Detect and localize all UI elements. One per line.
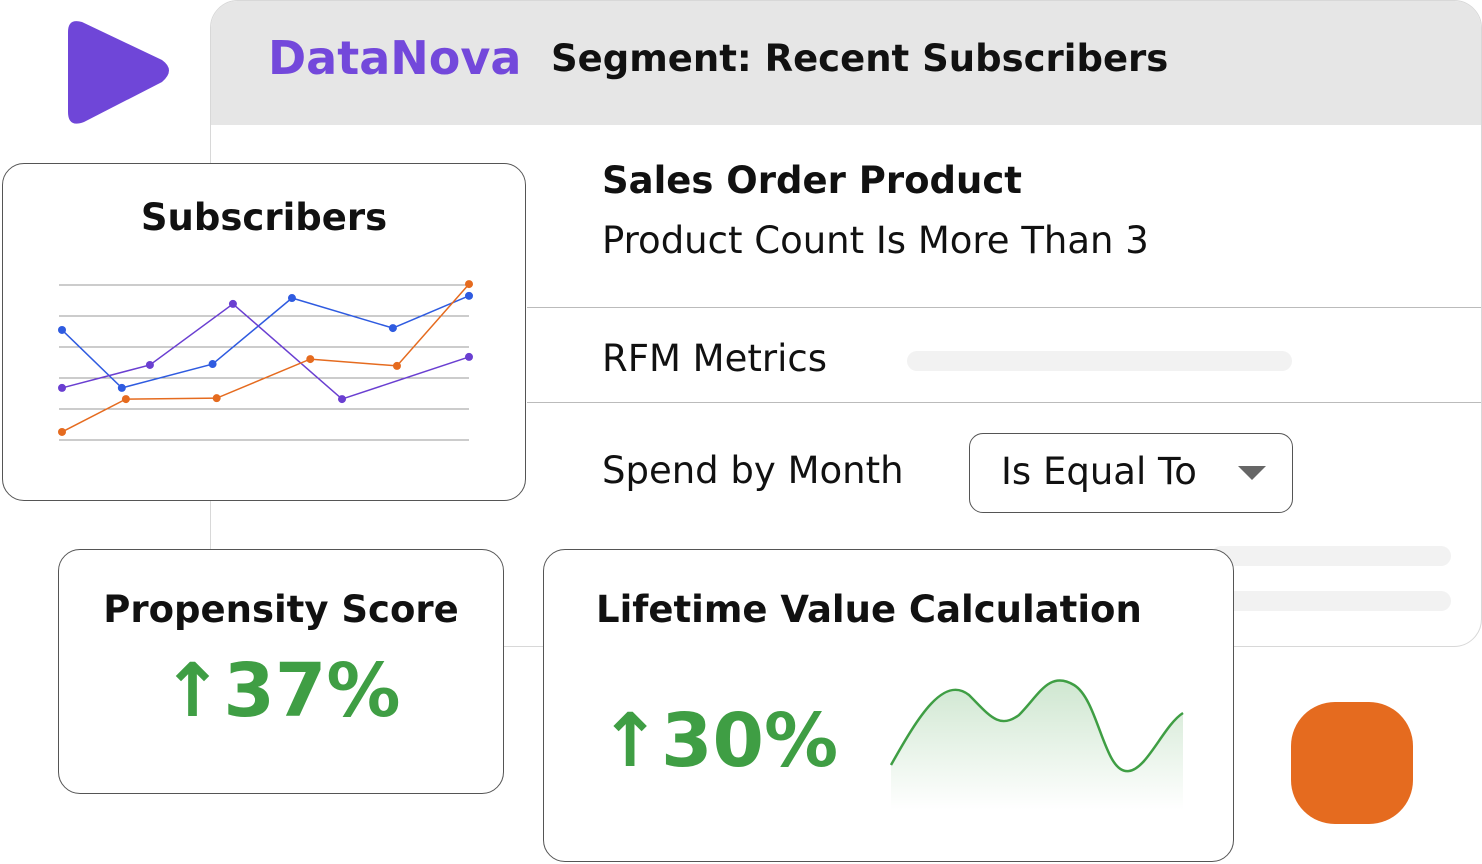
data-point — [338, 395, 347, 404]
placeholder-bar — [1211, 591, 1451, 611]
condition-label: Spend by Month — [602, 449, 904, 492]
propensity-card: Propensity Score ↑37% — [58, 549, 504, 794]
placeholder-bar — [907, 351, 1292, 371]
card-title: Subscribers — [140, 196, 388, 239]
condition-title: Sales Order Product — [602, 159, 1022, 202]
metric-value: ↑37% — [161, 648, 401, 734]
data-point — [465, 291, 473, 300]
data-point — [58, 325, 66, 334]
data-point — [465, 352, 473, 361]
metric-value: ↑30% — [599, 698, 839, 784]
condition-label: RFM Metrics — [602, 337, 827, 380]
data-point — [208, 360, 217, 369]
data-point — [388, 324, 397, 333]
placeholder-bar — [1211, 546, 1451, 566]
data-point — [58, 383, 66, 392]
segment-panel: DataNova Segment: Recent Subscribers Sal… — [210, 0, 1482, 647]
card-title: Lifetime Value Calculation — [596, 588, 1142, 631]
decor-square — [1291, 702, 1413, 824]
data-point — [228, 299, 237, 308]
condition-rule: Product Count Is More Than 3 — [602, 219, 1149, 262]
segment-title: Segment: Recent Subscribers — [551, 37, 1169, 80]
data-point — [465, 280, 473, 289]
data-point — [392, 361, 401, 370]
data-point — [306, 355, 315, 364]
brand: DataNova — [268, 31, 522, 85]
sparkline — [889, 679, 1184, 810]
operator-dropdown[interactable]: Is Equal To — [969, 433, 1293, 513]
data-point — [212, 394, 221, 403]
separator — [527, 402, 1481, 403]
data-point — [58, 427, 66, 436]
data-point — [287, 294, 296, 303]
data-point — [121, 395, 130, 404]
panel-header — [211, 1, 1481, 125]
ltv-card: Lifetime Value Calculation ↑30% — [543, 549, 1234, 862]
dropdown-value: Is Equal To — [1001, 450, 1197, 493]
data-point — [145, 360, 154, 369]
series-line — [61, 295, 470, 389]
series-line — [61, 283, 470, 433]
separator — [527, 307, 1481, 308]
card-title: Propensity Score — [103, 588, 459, 631]
dropdown-arrow — [1238, 466, 1266, 480]
logo — [68, 21, 169, 124]
subscribers-chart — [58, 280, 473, 441]
data-point — [117, 383, 126, 392]
